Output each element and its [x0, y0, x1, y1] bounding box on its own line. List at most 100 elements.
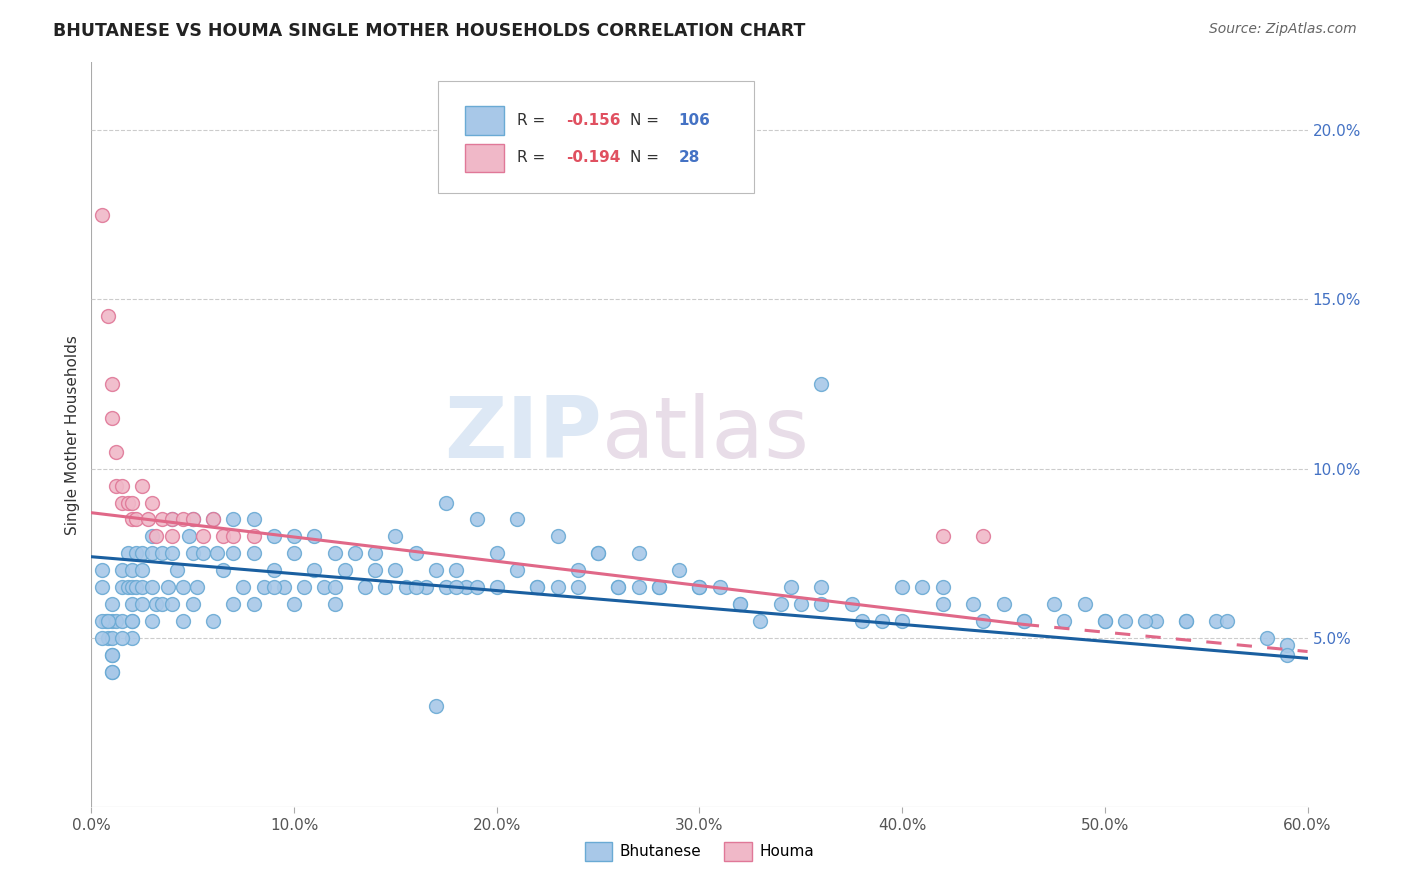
Point [202, 512, 225, 526]
Point [972, 614, 994, 628]
Point [131, 563, 153, 577]
Point [172, 512, 194, 526]
Point [141, 580, 163, 594]
Point [141, 529, 163, 543]
Point [1175, 614, 1198, 628]
Point [485, 546, 508, 560]
Point [111, 478, 134, 492]
Point [100, 648, 122, 662]
Point [343, 546, 366, 560]
Point [434, 580, 457, 594]
Point [456, 580, 478, 594]
Point [810, 377, 832, 392]
Text: 106: 106 [679, 113, 710, 128]
Point [131, 580, 153, 594]
Point [202, 512, 225, 526]
Bar [465, 144, 503, 172]
Point [263, 563, 285, 577]
Point [90, 631, 112, 645]
Point [212, 563, 235, 577]
Point [150, 512, 173, 526]
Point [962, 597, 984, 611]
Point [111, 495, 134, 509]
Point [222, 597, 245, 611]
Point [222, 546, 245, 560]
Point [162, 597, 184, 611]
Point [117, 580, 139, 594]
Point [100, 377, 122, 392]
Point [728, 597, 751, 611]
Point [222, 529, 245, 543]
Point [97, 614, 120, 628]
Point [111, 563, 134, 577]
Point [100, 411, 122, 425]
Point [121, 597, 143, 611]
Point [121, 614, 143, 628]
Point [1114, 614, 1136, 628]
Point [993, 597, 1015, 611]
Point [111, 631, 134, 645]
Point [444, 580, 467, 594]
Text: ZIP: ZIP [444, 393, 602, 476]
Point [567, 563, 589, 577]
Point [870, 614, 893, 628]
Point [242, 529, 264, 543]
Point [100, 665, 122, 679]
Text: Source: ZipAtlas.com: Source: ZipAtlas.com [1209, 22, 1357, 37]
Point [125, 546, 148, 560]
Point [851, 614, 873, 628]
Point [607, 580, 630, 594]
Point [162, 512, 184, 526]
Point [202, 614, 225, 628]
Point [769, 597, 792, 611]
Point [100, 648, 122, 662]
Point [162, 546, 184, 560]
Text: R =: R = [517, 150, 550, 165]
Point [547, 529, 569, 543]
Point [125, 580, 148, 594]
Point [891, 614, 914, 628]
Point [1135, 614, 1157, 628]
Point [1043, 597, 1066, 611]
Point [131, 597, 153, 611]
Point [1205, 614, 1227, 628]
Point [1277, 638, 1299, 652]
Point [304, 563, 326, 577]
Point [1073, 597, 1095, 611]
Point [186, 580, 208, 594]
Text: N =: N = [630, 113, 664, 128]
Text: -0.156: -0.156 [565, 113, 620, 128]
Point [547, 580, 569, 594]
Point [323, 597, 346, 611]
Point [434, 495, 457, 509]
Point [425, 698, 447, 713]
Point [100, 597, 122, 611]
Point [506, 512, 529, 526]
Point [100, 631, 122, 645]
Point [145, 597, 167, 611]
Point [485, 580, 508, 594]
Point [1053, 614, 1076, 628]
Point [150, 597, 173, 611]
Point [688, 580, 710, 594]
Point [162, 529, 184, 543]
Point [506, 563, 529, 577]
Point [891, 580, 914, 594]
Point [283, 597, 305, 611]
Point [141, 546, 163, 560]
Point [166, 563, 188, 577]
Point [181, 512, 204, 526]
Point [145, 529, 167, 543]
Point [141, 614, 163, 628]
Point [364, 546, 387, 560]
Point [394, 580, 416, 594]
Point [1012, 614, 1035, 628]
Point [688, 580, 710, 594]
Point [283, 529, 305, 543]
Text: R =: R = [517, 113, 550, 128]
Point [292, 580, 315, 594]
Point [100, 665, 122, 679]
Point [97, 310, 120, 324]
Point [125, 512, 148, 526]
Point [1144, 614, 1167, 628]
